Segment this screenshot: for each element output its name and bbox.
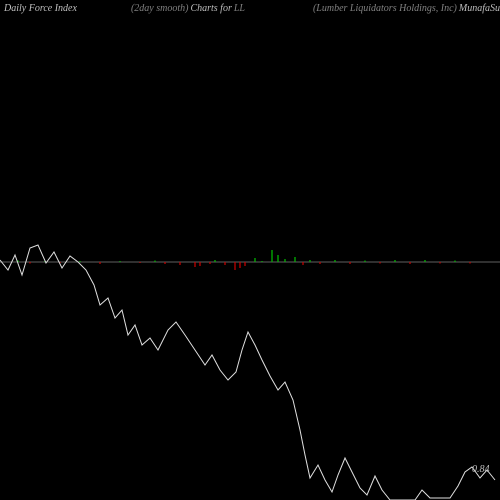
chart-svg: 0.84: [0, 0, 500, 500]
price-line: [0, 245, 495, 500]
y-axis-label: 0.84: [472, 464, 490, 475]
force-bars-group: [18, 250, 470, 270]
